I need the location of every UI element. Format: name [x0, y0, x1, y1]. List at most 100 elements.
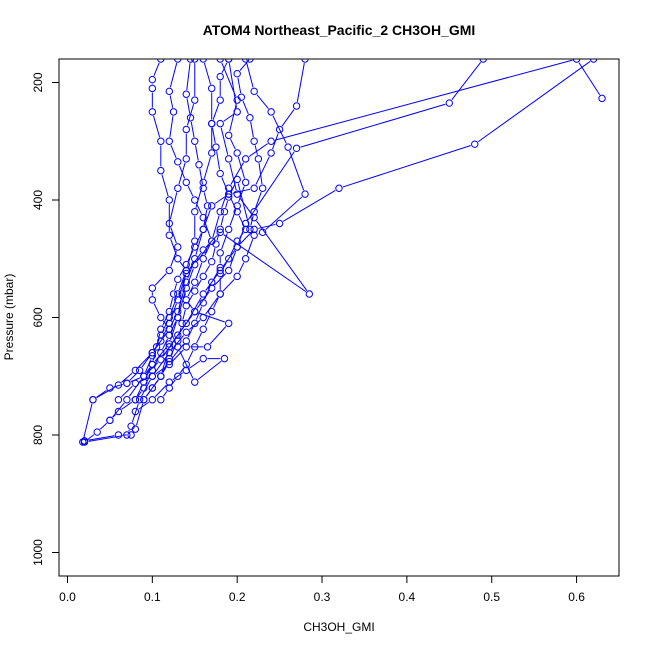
- data-point: [152, 343, 161, 351]
- series-segment: [162, 320, 168, 327]
- data-point: [165, 87, 174, 96]
- series-segment: [137, 355, 150, 368]
- series-segment: [221, 233, 228, 250]
- series-segment: [246, 62, 254, 88]
- data-point: [203, 343, 212, 351]
- series-segment: [174, 283, 178, 291]
- data-point: [246, 225, 254, 234]
- data-point: [292, 102, 301, 110]
- series-segment: [145, 368, 151, 379]
- data-point: [131, 396, 140, 404]
- series-segment: [212, 103, 220, 120]
- data-point: [598, 94, 606, 103]
- data-point: [212, 240, 220, 248]
- data-point: [174, 275, 182, 284]
- data-point: [123, 396, 131, 404]
- data-point: [224, 190, 233, 198]
- data-point: [127, 422, 135, 430]
- series-14: [148, 59, 267, 392]
- series-segment: [195, 145, 199, 161]
- data-point: [199, 178, 207, 187]
- data-point: [165, 319, 174, 328]
- data-point: [174, 290, 182, 298]
- data-point: [182, 178, 190, 187]
- data-point: [199, 246, 207, 254]
- series-segment: [171, 349, 184, 362]
- series-segment: [169, 192, 178, 220]
- data-point: [199, 213, 207, 222]
- data-point: [178, 290, 186, 298]
- x-tick-label: 0.2: [229, 590, 246, 604]
- data-point: [191, 319, 199, 328]
- data-point: [131, 366, 140, 375]
- data-point: [199, 59, 207, 63]
- series-segment: [179, 367, 185, 374]
- data-point: [216, 72, 224, 81]
- series-segment: [225, 200, 229, 208]
- series-segment: [170, 315, 177, 326]
- data-point: [275, 125, 284, 134]
- data-point: [250, 184, 258, 192]
- series-1: [80, 59, 233, 446]
- data-point: [165, 307, 174, 316]
- data-point: [165, 331, 174, 339]
- data-point: [216, 208, 224, 216]
- data-point: [250, 208, 258, 216]
- series-segment: [230, 138, 236, 150]
- chart-title: ATOM4 Northeast_Pacific_2 CH3OH_GMI: [203, 22, 476, 38]
- series-segment: [154, 379, 159, 385]
- series-segment: [237, 183, 250, 226]
- series-segment: [578, 62, 601, 96]
- series-segment: [162, 326, 168, 338]
- series-segment: [170, 297, 177, 314]
- data-point: [216, 225, 224, 234]
- data-point: [169, 290, 178, 298]
- data-point: [127, 431, 135, 439]
- data-point: [191, 59, 199, 63]
- data-point: [174, 255, 182, 263]
- data-point: [191, 137, 199, 145]
- series-segment: [196, 332, 202, 344]
- series-segment: [189, 360, 201, 369]
- series-9: [131, 59, 229, 416]
- data-point: [254, 155, 263, 163]
- series-segment: [141, 355, 151, 368]
- series-segment: [239, 232, 244, 239]
- data-point: [148, 372, 157, 380]
- series-segment: [216, 233, 220, 241]
- data-point: [140, 384, 148, 392]
- data-point: [89, 396, 97, 404]
- data-point: [208, 149, 216, 157]
- data-point: [572, 59, 581, 63]
- series-segment: [229, 209, 237, 226]
- data-point: [148, 108, 157, 116]
- data-point: [199, 299, 207, 307]
- series-segment: [179, 314, 193, 333]
- series-segment: [178, 162, 186, 185]
- data-point: [267, 137, 275, 145]
- data-point: [216, 266, 224, 275]
- series-segment: [154, 344, 159, 350]
- series-segment: [250, 215, 254, 226]
- series-segment: [153, 356, 160, 367]
- series-segment: [212, 248, 216, 258]
- data-point: [165, 266, 174, 275]
- series-segment: [205, 273, 219, 291]
- data-point: [165, 354, 174, 363]
- series-segment: [254, 145, 258, 155]
- series-segment: [272, 133, 279, 150]
- data-point: [267, 149, 275, 157]
- data-point: [199, 354, 207, 363]
- data-point: [174, 184, 182, 192]
- series-segment: [187, 285, 194, 297]
- y-tick-label: 200: [31, 72, 45, 92]
- data-point: [148, 366, 157, 375]
- data-point: [93, 428, 101, 436]
- series-segment: [152, 350, 157, 361]
- series-segment: [145, 373, 151, 385]
- series-segment: [228, 63, 238, 108]
- series-segment: [289, 150, 305, 191]
- x-tick-label: 0.0: [59, 590, 76, 604]
- data-point: [191, 243, 199, 251]
